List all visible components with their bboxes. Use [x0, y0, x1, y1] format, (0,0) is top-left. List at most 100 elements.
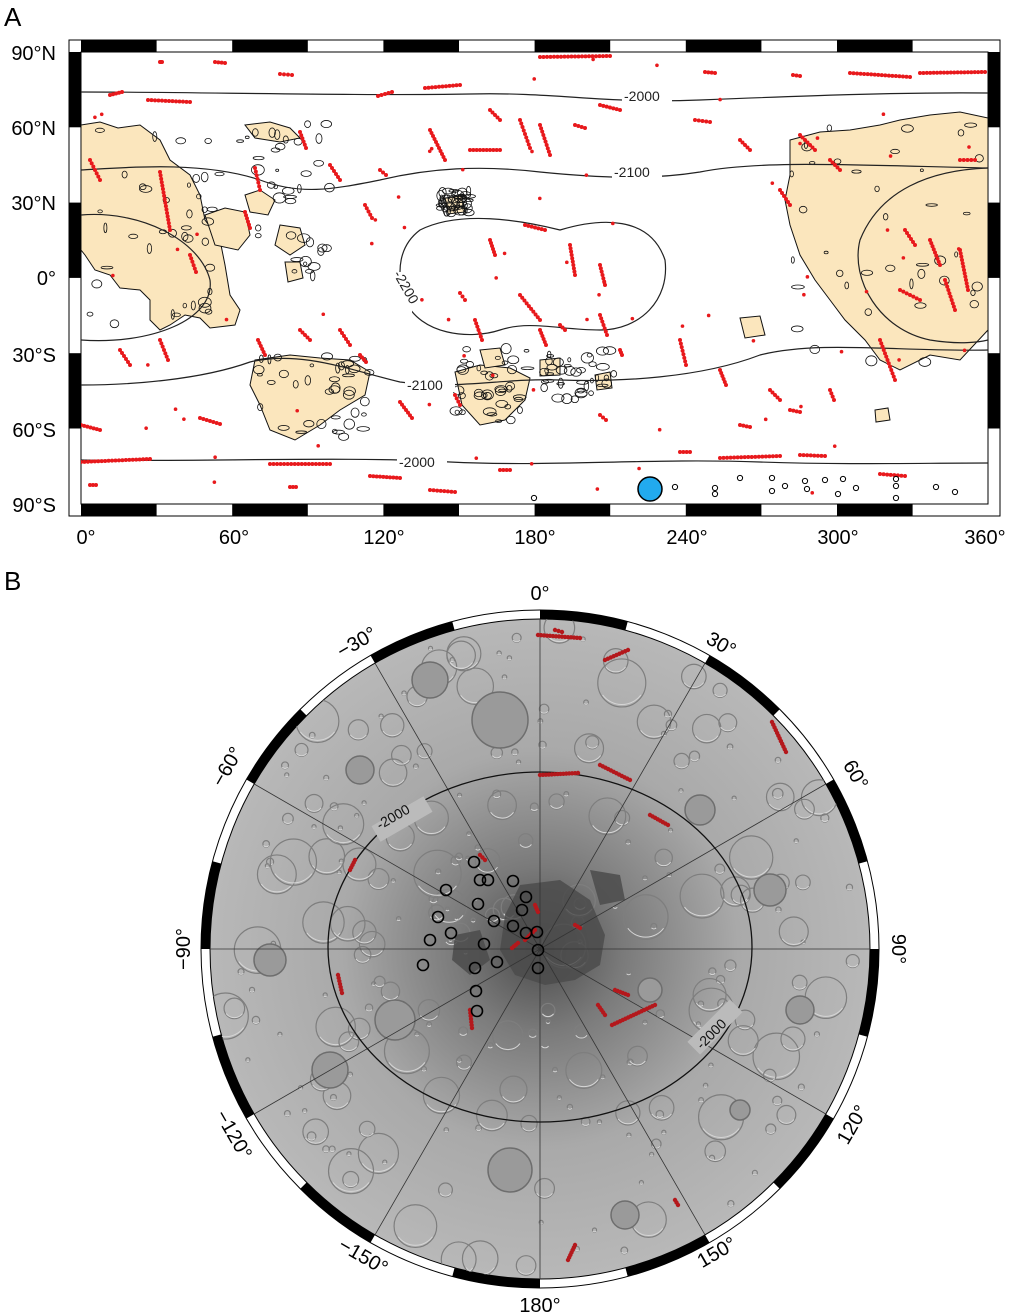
plains-patch — [546, 363, 558, 371]
scarp-segment — [838, 168, 842, 172]
scarp-point — [885, 228, 890, 232]
crater-marker — [416, 958, 430, 972]
crater — [794, 798, 815, 820]
scarp-segment — [290, 73, 294, 77]
scarp-segment — [678, 341, 683, 346]
crater — [308, 838, 346, 875]
plains-patch — [252, 156, 265, 161]
plains-patch — [954, 251, 959, 258]
lon-label: 180° — [514, 527, 555, 549]
scarp-segment — [718, 368, 722, 372]
ring-tick — [625, 1234, 710, 1277]
scarp-segment — [141, 457, 146, 462]
scarp-point — [839, 349, 844, 354]
plains-patch — [330, 415, 341, 420]
plains-patch — [507, 355, 520, 365]
scarp-segment — [291, 485, 295, 489]
scarp-segment — [144, 457, 149, 462]
plains-patch — [480, 370, 489, 375]
plains-patch — [329, 376, 340, 383]
scarp-segment — [440, 152, 444, 156]
scarp-segment — [386, 91, 391, 95]
crater — [573, 733, 605, 764]
plains-patch — [190, 300, 196, 311]
crater-rim — [283, 820, 293, 824]
scarp-segment — [955, 70, 960, 75]
scarp-segment — [428, 488, 432, 492]
scarp-segment — [381, 474, 386, 479]
scarp-segment — [126, 360, 130, 364]
contour-label: -2000 — [624, 88, 660, 104]
crater-rim — [414, 1034, 420, 1037]
scarp-segment — [458, 291, 462, 295]
scarp-point — [597, 292, 601, 297]
crater-rim — [305, 1137, 327, 1144]
plains-patch — [919, 168, 924, 172]
plains-patch — [463, 194, 476, 199]
ring-tick — [773, 1114, 834, 1189]
scarp-segment — [181, 99, 185, 104]
scarp-segment — [390, 90, 394, 94]
lon-label: 300° — [817, 527, 858, 549]
scarp-segment — [934, 253, 939, 258]
crater-rim — [225, 1013, 243, 1019]
scarp-segment — [348, 343, 352, 347]
scarp-segment — [599, 269, 604, 274]
scarp-segment — [435, 143, 440, 147]
crater — [688, 750, 701, 762]
scarp-segment — [368, 212, 373, 217]
scarp-segment — [774, 454, 779, 459]
scarp-segment — [773, 393, 777, 397]
map-frame-ticks — [69, 40, 1000, 516]
frame-tick — [232, 40, 308, 52]
crater — [573, 1024, 590, 1040]
crater-rim — [401, 693, 407, 696]
scarp-segment — [611, 106, 616, 111]
plains-patch — [451, 190, 456, 195]
scarp-segment — [521, 128, 526, 133]
plains-patch — [588, 361, 597, 368]
scarp-segment — [346, 340, 350, 344]
scarp-segment — [544, 343, 548, 347]
crater-rim — [664, 715, 672, 718]
scarp-segment — [260, 347, 265, 351]
scarp-point — [321, 312, 326, 317]
scarp-point — [591, 57, 595, 62]
scarp-segment — [263, 353, 267, 357]
crater-rim — [428, 648, 433, 651]
scarp-segment — [911, 240, 915, 244]
plains-patch — [446, 206, 455, 210]
scarp-segment — [783, 749, 789, 755]
lat-label: 60°N — [11, 118, 56, 140]
plains-patch — [297, 233, 311, 243]
plains-patch — [285, 231, 297, 240]
scarp-segment — [815, 453, 820, 458]
scarp-point — [427, 149, 432, 154]
plains-patch — [570, 395, 579, 404]
crater-rim — [714, 693, 727, 698]
crater-rim — [457, 795, 462, 798]
crater — [353, 945, 372, 964]
scarp-segment — [577, 635, 583, 641]
crater-rim — [449, 662, 473, 669]
crater-rim — [326, 834, 361, 844]
scarp-segment — [945, 70, 950, 75]
crater-rim — [698, 1100, 704, 1103]
scarp-segment — [468, 148, 472, 152]
scarp-segment — [973, 158, 977, 162]
scarp-segment — [384, 475, 389, 480]
scarp-segment — [429, 131, 434, 135]
crater-rim — [796, 813, 813, 819]
crater-rim — [715, 871, 725, 874]
plains-patch — [580, 352, 594, 364]
scarp-segment — [681, 352, 686, 357]
scarp-segment — [96, 174, 101, 179]
scarp-segment — [614, 107, 619, 112]
frame-tick — [81, 504, 157, 516]
scarp-segment — [363, 203, 367, 207]
crater-rim — [319, 1036, 352, 1046]
scarp-segment — [718, 456, 722, 460]
crater — [342, 1170, 360, 1189]
scarp-segment — [959, 70, 964, 75]
scarp-segment — [571, 266, 576, 271]
